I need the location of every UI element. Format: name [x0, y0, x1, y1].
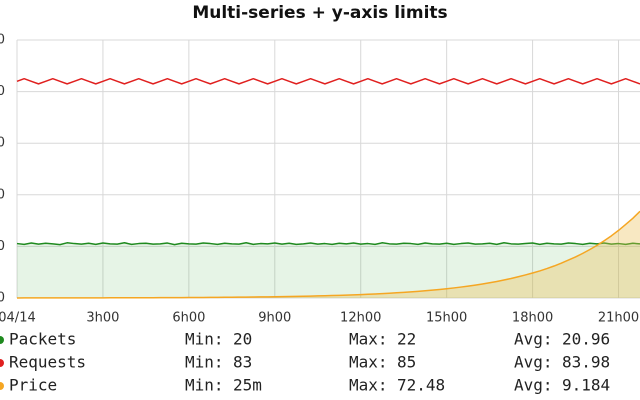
stat-label: Avg: [514, 330, 553, 349]
y-tick-label: 0 [0, 291, 5, 306]
y-tick-label: 60 [0, 136, 5, 151]
stat-label: Max: [349, 353, 388, 372]
legend-name: Price [9, 376, 57, 395]
stat-label: Min: [185, 330, 224, 349]
y-tick-label: 40 [0, 187, 5, 202]
stat-label: Min: [185, 376, 224, 395]
series-line [16, 77, 640, 85]
legend-swatch [0, 382, 4, 390]
stat-value: 20.96 [562, 330, 610, 349]
stat-label: Min: [185, 353, 224, 372]
x-tick-label: 21h00 [598, 311, 639, 326]
stat-label: Max: [349, 330, 388, 349]
y-tick-label: 100 [0, 33, 5, 48]
stat-label: Avg: [514, 353, 553, 372]
series-area [17, 211, 640, 298]
stat-label: Max: [349, 376, 388, 395]
series-line [16, 242, 640, 246]
y-tick-label: 20 [0, 239, 5, 254]
legend-swatch [0, 336, 4, 344]
x-tick-label: 9h00 [258, 311, 291, 326]
stat-value: 72.48 [397, 376, 445, 395]
x-tick-label: 18h00 [512, 311, 553, 326]
stat-value: 83 [233, 353, 252, 372]
legend-swatch [0, 359, 4, 367]
y-tick-label: 80 [0, 84, 5, 99]
stat-label: Avg: [514, 376, 553, 395]
legend-name: Packets [9, 330, 76, 349]
stat-value: 83.98 [562, 353, 610, 372]
stat-value: 85 [397, 353, 416, 372]
x-tick-label: 3h00 [86, 311, 119, 326]
x-tick-label: 15h00 [426, 311, 467, 326]
x-tick-label: 04/14 [0, 311, 36, 326]
x-tick-label: 6h00 [172, 311, 205, 326]
x-tick-label: 12h00 [340, 311, 381, 326]
chart-title: Multi-series + y-axis limits [192, 3, 447, 23]
stat-value: 25m [233, 376, 262, 395]
stat-value: 20 [233, 330, 252, 349]
stat-value: 9.184 [562, 376, 610, 395]
legend-name: Requests [9, 353, 86, 372]
stat-value: 22 [397, 330, 416, 349]
series-line [16, 210, 640, 299]
